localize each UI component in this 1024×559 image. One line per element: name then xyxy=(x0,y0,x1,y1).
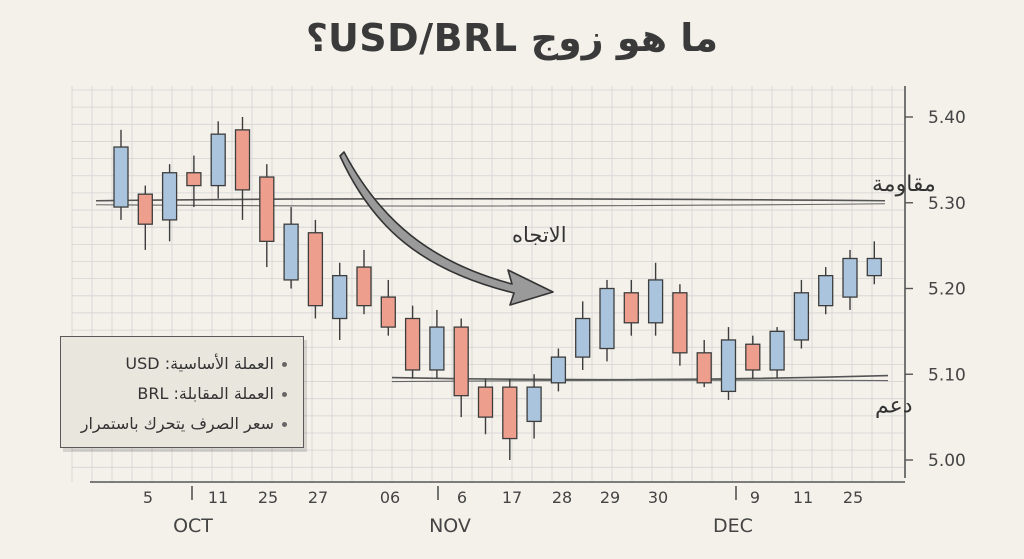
trend-label: الاتجاه xyxy=(512,223,567,247)
x-tick-label: 9 xyxy=(750,488,760,507)
y-tick-label: 5.20 xyxy=(928,280,966,300)
candle-up xyxy=(526,386,542,423)
candle-up xyxy=(842,257,858,298)
y-tick-label: 5.00 xyxy=(928,451,966,471)
candle-down xyxy=(186,172,202,187)
candle-down xyxy=(404,317,421,371)
bullet-icon xyxy=(282,361,287,367)
candle-down xyxy=(259,176,275,242)
resistance-line xyxy=(95,197,886,202)
bullet-icon xyxy=(282,391,287,397)
x-tick-label: 28 xyxy=(552,488,572,507)
candle-down xyxy=(623,292,639,324)
x-tick-label: 06 xyxy=(380,488,400,507)
candle-down xyxy=(356,266,372,307)
candle-up xyxy=(429,326,445,371)
x-tick-label: 29 xyxy=(600,488,620,507)
candle-down xyxy=(745,343,761,371)
y-tick-label: 5.30 xyxy=(928,194,966,214)
y-tick-label: 5.10 xyxy=(928,365,966,385)
x-tick-label: 27 xyxy=(308,488,328,507)
resistance-line xyxy=(95,203,886,207)
candle-up xyxy=(769,330,785,371)
candle-up xyxy=(332,274,348,320)
candle-up xyxy=(575,317,591,358)
x-tick-label: 25 xyxy=(258,488,278,507)
candle-down xyxy=(696,352,712,384)
candle-up xyxy=(720,339,737,393)
candle-down xyxy=(502,386,518,440)
trend-arrow xyxy=(339,151,554,306)
candle-down xyxy=(380,296,396,328)
legend-list: العملة الأساسية: USD العملة المقابلة: BR… xyxy=(69,349,287,439)
candle-down xyxy=(234,129,251,191)
month-label: OCT xyxy=(173,515,213,537)
candle-up xyxy=(793,292,810,341)
candle-up xyxy=(647,279,664,324)
legend-item: سعر الصرف يتحرك باستمرار xyxy=(69,409,287,439)
candle-down xyxy=(453,326,469,397)
y-tick-label: 5.40 xyxy=(928,108,966,128)
candle-up xyxy=(283,223,299,281)
candle-up xyxy=(161,172,178,221)
legend-item: العملة المقابلة: BRL xyxy=(69,379,287,409)
x-tick-label: 11 xyxy=(208,488,228,507)
month-label: DEC xyxy=(713,515,753,537)
x-tick-label: 25 xyxy=(843,488,863,507)
candle-down xyxy=(307,232,324,307)
candle-down xyxy=(477,386,494,418)
support-label: دعم xyxy=(875,394,913,419)
candle-down xyxy=(672,292,688,354)
candle-up xyxy=(866,257,882,277)
candle-down xyxy=(137,193,153,225)
chart-title: ما هو زوج USD/BRL؟ xyxy=(305,16,719,60)
candle-up xyxy=(210,133,226,187)
legend-item-label: سعر الصرف يتحرك باستمرار xyxy=(80,414,274,433)
x-tick-label: 11 xyxy=(793,488,813,507)
candle-up xyxy=(113,146,129,208)
legend-item-label: العملة المقابلة: BRL xyxy=(137,384,274,403)
x-tick-label: 17 xyxy=(502,488,522,507)
x-tick-label: 5 xyxy=(143,488,153,507)
resistance-label: مقاومة xyxy=(872,172,936,197)
month-label: NOV xyxy=(429,515,471,537)
candle-up xyxy=(818,274,834,307)
legend-item: العملة الأساسية: USD xyxy=(69,349,287,379)
bullet-icon xyxy=(282,421,287,427)
x-tick-label: 6 xyxy=(457,488,467,507)
candle-up xyxy=(550,356,567,384)
legend-item-label: العملة الأساسية: USD xyxy=(125,354,274,373)
x-tick-label: 30 xyxy=(648,488,668,507)
legend-box: العملة الأساسية: USD العملة المقابلة: BR… xyxy=(60,336,304,448)
candle-up xyxy=(599,287,615,350)
